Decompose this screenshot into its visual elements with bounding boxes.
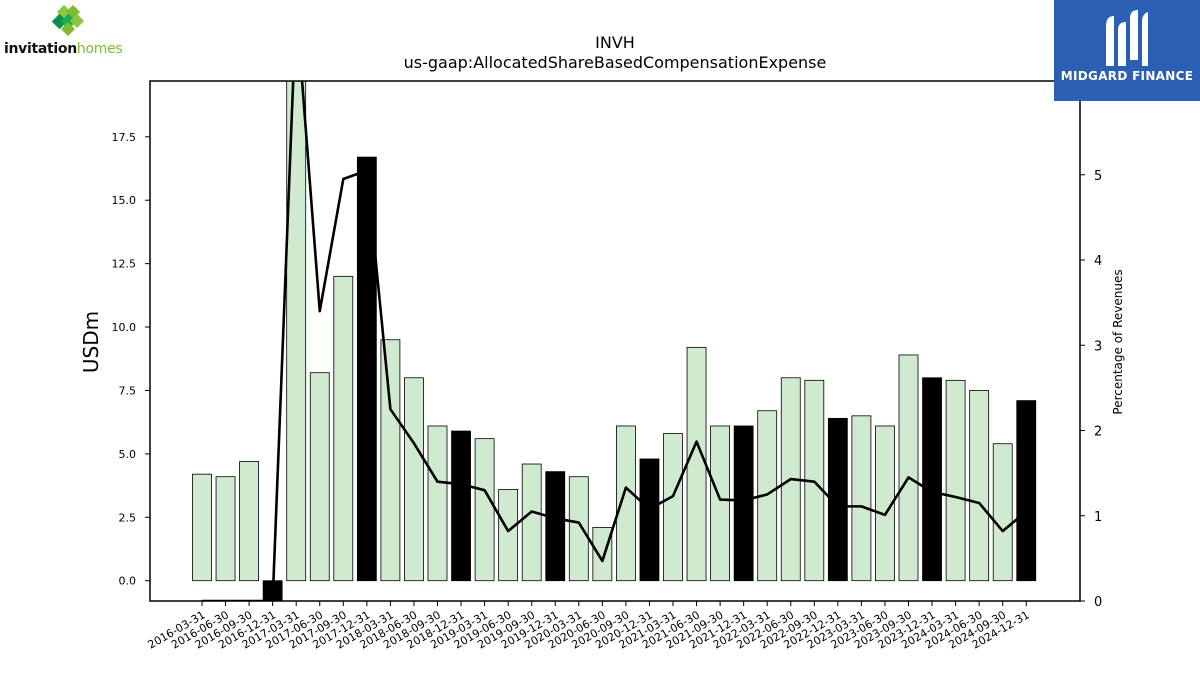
bar-2016-03-31 xyxy=(192,473,212,582)
y2-tick-label: 1 xyxy=(1094,510,1102,525)
y2-tick-label: 3 xyxy=(1094,339,1102,354)
y-tick-label: 15.0 xyxy=(112,194,137,207)
bar-2018-06-30 xyxy=(404,377,424,582)
axes: 0.02.55.07.510.012.515.017.50123452016-0… xyxy=(112,80,1102,652)
y-tick-label: 7.5 xyxy=(119,384,137,397)
y-tick-label: 5.0 xyxy=(119,448,137,461)
bar-2021-12-31 xyxy=(733,425,754,582)
bar-2016-09-30 xyxy=(239,461,260,582)
bar-2023-12-31 xyxy=(922,377,942,582)
bar-2018-03-31 xyxy=(380,339,401,582)
y2-axis-label: Percentage of Revenues xyxy=(1111,269,1125,414)
diamond-cluster-logo-icon xyxy=(51,4,85,37)
bar-2022-12-31 xyxy=(827,417,848,582)
chart-subtitle: us-gaap:AllocatedShareBasedCompensationE… xyxy=(404,53,827,72)
y-axis-label: USDm xyxy=(79,311,103,373)
y-tick-label: 2.5 xyxy=(119,511,137,524)
bar-2023-06-30 xyxy=(875,425,895,582)
bar-2019-12-31 xyxy=(545,471,566,582)
bar-2019-09-30 xyxy=(521,463,542,582)
bar-2017-06-30 xyxy=(309,372,330,582)
bar-2021-06-30 xyxy=(686,346,707,582)
bar-2020-03-31 xyxy=(568,476,589,582)
bar-2020-09-30 xyxy=(616,425,636,582)
y-tick-label: 12.5 xyxy=(112,258,137,271)
y-tick-label: 10.0 xyxy=(112,321,137,334)
line-group xyxy=(202,81,1028,601)
midgard-m-logo-icon xyxy=(1106,10,1148,66)
bar-2017-12-31 xyxy=(356,156,377,582)
y2-tick-label: 2 xyxy=(1094,425,1102,440)
midgard-finance-name: MIDGARD FINANCE xyxy=(1060,69,1194,83)
bar-2023-09-30 xyxy=(898,354,919,582)
brand-name-part2: homes xyxy=(76,41,123,57)
bar-2020-12-31 xyxy=(639,458,660,582)
bar-2018-09-30 xyxy=(427,425,448,582)
y2-tick-label: 0 xyxy=(1094,595,1102,610)
bar-2017-03-31 xyxy=(286,81,307,582)
y-tick-label: 17.5 xyxy=(112,131,137,144)
brand-name-part1: invitation xyxy=(4,41,77,57)
bar-2024-03-31 xyxy=(945,379,966,582)
revenue-percentage-line xyxy=(202,81,1028,601)
plot-frame xyxy=(149,80,1081,602)
y-tick-label: 0.0 xyxy=(119,575,137,588)
bar-2016-06-30 xyxy=(215,476,236,582)
bar-2021-03-31 xyxy=(663,433,683,582)
bar-2019-03-31 xyxy=(474,438,495,582)
midgard-finance-logo: MIDGARD FINANCE xyxy=(1054,0,1200,101)
bar-2024-12-31 xyxy=(1016,400,1037,582)
y2-tick-label: 4 xyxy=(1094,254,1102,269)
bar-2023-03-31 xyxy=(851,415,872,582)
bar-2017-09-30 xyxy=(333,275,354,582)
bar-2019-06-30 xyxy=(498,488,519,582)
bar-2018-12-31 xyxy=(451,430,471,582)
bar-2024-09-30 xyxy=(992,443,1013,582)
chart-title: INVH xyxy=(595,33,635,52)
bar-2024-06-30 xyxy=(969,390,990,582)
invitation-homes-logo: invitationhomes xyxy=(4,4,134,60)
bar-2021-09-30 xyxy=(710,425,730,582)
y2-tick-label: 5 xyxy=(1094,169,1102,184)
bar-2020-06-30 xyxy=(592,527,613,582)
